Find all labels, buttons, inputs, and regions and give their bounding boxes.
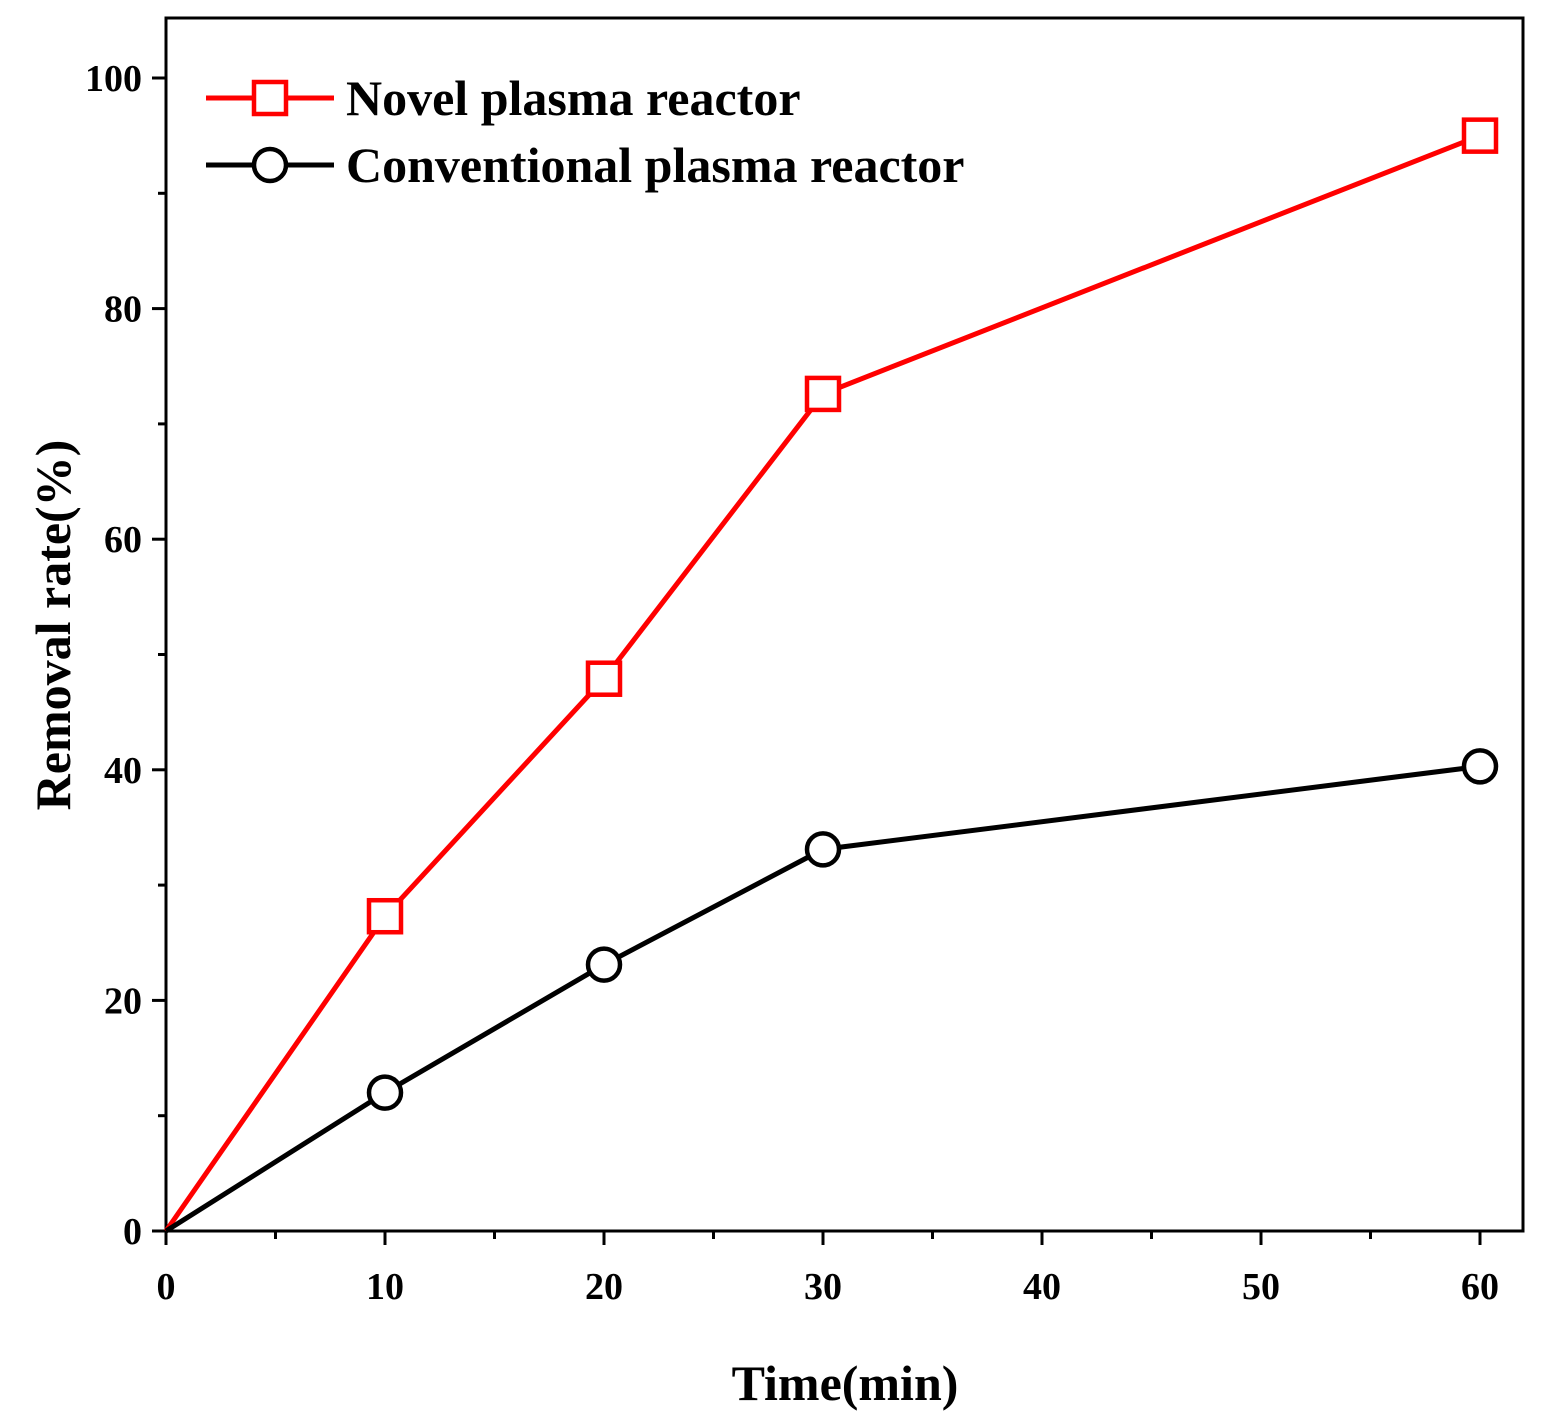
data-point-series-1 <box>804 375 842 413</box>
series-line-1 <box>163 133 1481 1233</box>
y-tick-label: 40 <box>104 750 142 792</box>
y-tick-label: 80 <box>104 289 142 331</box>
x-tick-label: 10 <box>366 1266 404 1308</box>
axis-ticks <box>152 76 1482 1245</box>
data-point-series-2 <box>585 946 623 983</box>
data-point-series-1 <box>366 897 404 935</box>
series-layer <box>163 117 1499 1234</box>
y-tick-label: 100 <box>85 58 142 100</box>
legend-marker-1 <box>251 79 289 117</box>
legend-label-1: Novel plasma reactor <box>346 70 801 126</box>
legend-label-2: Conventional plasma reactor <box>346 137 964 193</box>
data-point-series-1 <box>585 660 623 697</box>
x-tick-label: 0 <box>157 1266 176 1308</box>
legend: Novel plasma reactor Conventional plasma … <box>206 70 964 193</box>
y-tick-label: 0 <box>123 1211 142 1253</box>
x-tick-label: 50 <box>1242 1266 1280 1308</box>
data-point-series-2 <box>804 831 842 868</box>
x-tick-label: 40 <box>1023 1266 1061 1308</box>
y-axis-title: Removal rate(%) <box>25 440 81 811</box>
axis-tick-labels: 0 10 20 30 40 50 60 0 20 40 60 80 100 <box>85 58 1499 1308</box>
x-axis-title: Time(min) <box>732 1355 959 1411</box>
data-point-series-2 <box>1461 748 1499 785</box>
y-tick-label: 60 <box>104 519 142 561</box>
data-point-series-1 <box>1461 117 1499 154</box>
plot-frame <box>164 16 1525 1233</box>
x-tick-label: 30 <box>804 1266 842 1308</box>
data-point-series-2 <box>366 1074 404 1111</box>
legend-marker-2 <box>251 146 289 184</box>
x-tick-label: 20 <box>585 1266 623 1308</box>
y-tick-label: 20 <box>104 980 142 1022</box>
x-tick-label: 60 <box>1461 1266 1499 1308</box>
